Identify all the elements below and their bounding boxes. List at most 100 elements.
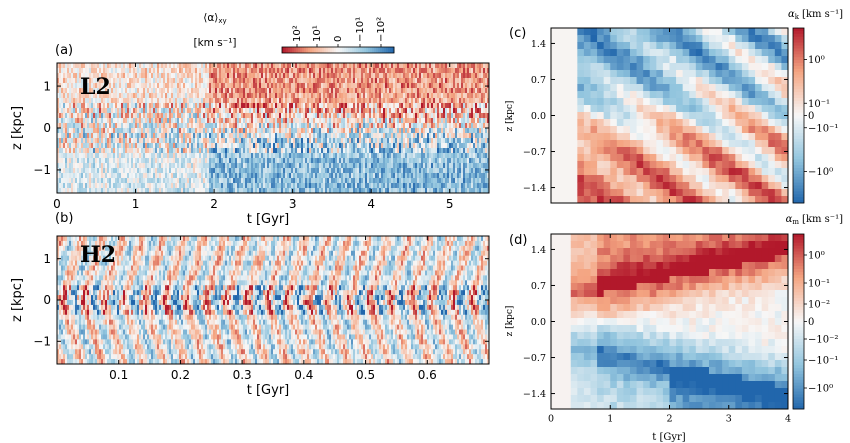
panel-a-cell: [181, 103, 184, 109]
panel-a-cell: [167, 138, 170, 144]
panel-a-cell: [105, 143, 108, 149]
panel-a-cell: [103, 118, 106, 124]
panel-a-cell: [113, 88, 116, 94]
panel-a-cell: [67, 158, 70, 164]
top-colorbar-cell: [318, 47, 321, 53]
panel-a-cell: [139, 113, 142, 119]
panel-a-cell: [109, 188, 112, 194]
panel-a-cell: [165, 183, 168, 189]
panel-a-cell: [75, 133, 78, 139]
top-colorbar-cell: [348, 47, 351, 53]
panel-a-cell: [85, 78, 88, 84]
panel-a-heatmap: [57, 63, 490, 194]
panel-a-cell: [77, 143, 80, 149]
panel-a-cell: [113, 143, 116, 149]
panel-a-cell: [177, 123, 180, 129]
panel-a-cell: [93, 168, 96, 174]
panel-a-cell: [137, 173, 140, 179]
panel-a-cell: [167, 128, 170, 134]
panel-a-cell: [149, 143, 152, 149]
panel-a-cell: [137, 158, 140, 164]
panel-a-cell: [133, 133, 136, 139]
panel-a-cell: [99, 93, 102, 99]
panel-a-cell: [85, 158, 88, 164]
panel-a-cell: [81, 163, 84, 169]
panel-a-cell: [167, 143, 170, 149]
panel-a-cell: [57, 178, 60, 184]
panel-a-cell: [85, 118, 88, 124]
panel-a-cell: [87, 178, 90, 184]
panel-a-cell: [107, 68, 110, 74]
panel-a-cell: [127, 118, 130, 124]
panel-a-cell: [109, 93, 112, 99]
top-colorbar-cell: [282, 47, 285, 53]
panel-a-cell: [143, 183, 146, 189]
panel-a-cell: [63, 123, 66, 129]
panel-a-cell: [103, 98, 106, 104]
panel-a-cell: [69, 93, 72, 99]
panel-a-cell: [57, 173, 60, 179]
panel-a-cell: [61, 98, 64, 104]
panel-a-cell: [69, 83, 72, 89]
panel-a-cell: [65, 93, 68, 99]
panel-a-cell: [137, 153, 140, 159]
panel-a-cell: [83, 188, 86, 194]
panel-a-cell: [147, 183, 150, 189]
panel-a-cell: [123, 88, 126, 94]
panel-a-cell: [175, 93, 178, 99]
panel-a-cell: [171, 188, 174, 194]
panel-a-cell: [93, 78, 96, 84]
panel-a-cell: [155, 178, 158, 184]
panel-a-cell: [103, 168, 106, 174]
panel-a-cell: [175, 78, 178, 84]
panel-a-cell: [103, 178, 106, 184]
panel-a-cell: [165, 98, 168, 104]
panel-a-cell: [177, 188, 180, 194]
panel-a-cell: [123, 128, 126, 134]
panel-a-cell: [91, 178, 94, 184]
panel-a-cell: [75, 63, 78, 69]
panel-a-cell: [157, 118, 160, 124]
panel-a-cell: [91, 128, 94, 134]
top-colorbar-cell: [388, 47, 391, 53]
top-colorbar-cell: [330, 47, 333, 53]
panel-a-cell: [69, 98, 72, 104]
panel-a-cell: [107, 143, 110, 149]
panel-a-cell: [177, 148, 180, 154]
panel-a-cell: [87, 123, 90, 129]
panel-a-cell: [119, 98, 122, 104]
panel-a-cell: [111, 93, 114, 99]
panel-a-cell: [103, 113, 106, 119]
panel-a-cell: [135, 103, 138, 109]
panel-a-cell: [145, 98, 148, 104]
panel-a-cell: [171, 118, 174, 124]
panel-a-cell: [113, 138, 116, 144]
panel-a-cell: [117, 103, 120, 109]
panel-a-cell: [111, 83, 114, 89]
panel-a-cell: [79, 118, 82, 124]
panel-a-cell: [169, 153, 172, 159]
panel-a-cell: [169, 148, 172, 154]
panel-a-cell: [169, 113, 172, 119]
panel-a-cell: [81, 133, 84, 139]
panel-a-cell: [169, 98, 172, 104]
top-colorbar-cell: [376, 47, 379, 53]
panel-a-cell: [125, 168, 128, 174]
panel-a-cell: [111, 118, 114, 124]
panel-a-cell: [125, 188, 128, 194]
panel-a-cell: [177, 73, 180, 79]
panel-a-cell: [157, 143, 160, 149]
panel-a-cell: [175, 73, 178, 79]
panel-a-cell: [163, 68, 166, 74]
panel-a-cell: [69, 143, 72, 149]
panel-a-cell: [117, 148, 120, 154]
panel-a-cell: [135, 148, 138, 154]
panel-a-cell: [145, 118, 148, 124]
panel-a-cell: [59, 188, 62, 194]
panel-a-cell: [151, 73, 154, 79]
panel-a-cell: [161, 148, 164, 154]
panel-a-cell: [127, 108, 130, 114]
panel-a-cell: [179, 78, 182, 84]
panel-a-cell: [127, 113, 130, 119]
panel-a-cell: [135, 128, 138, 134]
